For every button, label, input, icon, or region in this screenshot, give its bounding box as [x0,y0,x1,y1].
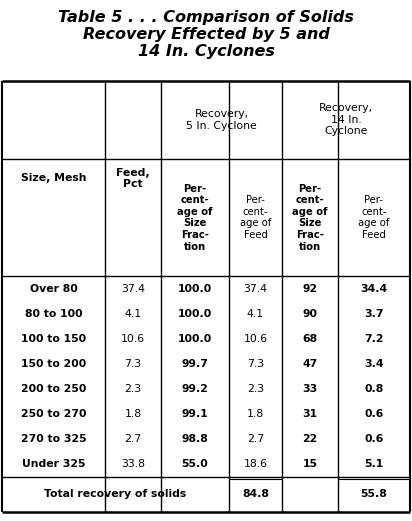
Text: Per-
cent-
age of
Size
Frac-
tion: Per- cent- age of Size Frac- tion [292,183,328,252]
Text: Recovery Effected by 5 and: Recovery Effected by 5 and [82,27,330,42]
Text: 99.2: 99.2 [181,384,208,394]
Text: 2.3: 2.3 [124,384,141,394]
Text: 22: 22 [302,434,318,444]
Text: 2.7: 2.7 [124,434,141,444]
Text: 31: 31 [302,409,318,419]
Text: Recovery,
14 In.
Cyclone: Recovery, 14 In. Cyclone [319,103,373,137]
Text: 250 to 270: 250 to 270 [21,409,86,419]
Text: 15: 15 [302,459,318,469]
Text: 99.1: 99.1 [181,409,208,419]
Text: 2.7: 2.7 [247,434,264,444]
Text: 200 to 250: 200 to 250 [21,384,86,394]
Text: 10.6: 10.6 [121,334,145,344]
Text: 0.8: 0.8 [364,384,384,394]
Text: 68: 68 [302,334,318,344]
Text: 80 to 100: 80 to 100 [25,309,82,319]
Text: 7.2: 7.2 [364,334,384,344]
Text: 55.8: 55.8 [360,489,387,499]
Text: 3.7: 3.7 [364,309,384,319]
Text: Total recovery of solids: Total recovery of solids [44,489,187,499]
Text: 37.4: 37.4 [121,283,145,294]
Text: Size, Mesh: Size, Mesh [21,173,86,183]
Text: Per-
cent-
age of
Feed: Per- cent- age of Feed [358,195,390,240]
Text: 33.8: 33.8 [121,459,145,469]
Text: 37.4: 37.4 [243,283,267,294]
Text: 7.3: 7.3 [124,359,141,369]
Text: 270 to 325: 270 to 325 [21,434,87,444]
Text: 14 In. Cyclones: 14 In. Cyclones [138,44,274,59]
Text: 100.0: 100.0 [178,309,212,319]
Text: Table 5 . . . Comparison of Solids: Table 5 . . . Comparison of Solids [58,10,354,26]
Text: 3.4: 3.4 [364,359,384,369]
Text: 33: 33 [302,384,318,394]
Text: Recovery,
5 In. Cyclone: Recovery, 5 In. Cyclone [186,109,257,131]
Text: 100.0: 100.0 [178,334,212,344]
Text: 84.8: 84.8 [242,489,269,499]
Text: 0.6: 0.6 [364,409,384,419]
Text: 47: 47 [302,359,318,369]
Text: 99.7: 99.7 [181,359,208,369]
Text: 92: 92 [302,283,318,294]
Text: 7.3: 7.3 [247,359,264,369]
Text: Over 80: Over 80 [30,283,77,294]
Text: 150 to 200: 150 to 200 [21,359,86,369]
Text: 10.6: 10.6 [243,334,267,344]
Text: 90: 90 [302,309,318,319]
Text: 18.6: 18.6 [243,459,267,469]
Text: 55.0: 55.0 [181,459,208,469]
Text: 1.8: 1.8 [124,409,141,419]
Text: 34.4: 34.4 [360,283,387,294]
Text: 4.1: 4.1 [247,309,264,319]
Text: Per-
cent-
age of
Feed: Per- cent- age of Feed [240,195,271,240]
Text: Per-
cent-
age of
Size
Frac-
tion: Per- cent- age of Size Frac- tion [177,183,213,252]
Text: 2.3: 2.3 [247,384,264,394]
Text: 5.1: 5.1 [364,459,384,469]
Text: 98.8: 98.8 [181,434,208,444]
Text: 4.1: 4.1 [124,309,141,319]
Text: 100.0: 100.0 [178,283,212,294]
Text: Under 325: Under 325 [22,459,85,469]
Text: 1.8: 1.8 [247,409,264,419]
Text: Feed,
Pct: Feed, Pct [116,168,150,189]
Text: 100 to 150: 100 to 150 [21,334,86,344]
Text: 0.6: 0.6 [364,434,384,444]
